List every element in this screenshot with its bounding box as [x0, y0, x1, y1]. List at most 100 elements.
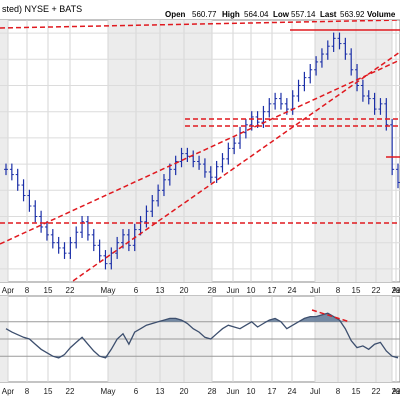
price-x-tick-label: 8 — [25, 286, 30, 295]
price-x-tick-label: 13 — [156, 286, 165, 295]
ohlc-bar — [4, 163, 8, 176]
ohlc-bar — [296, 79, 301, 102]
ohlc-bar — [68, 236, 73, 259]
ohlc-bar — [161, 174, 166, 197]
ohlc-bar — [314, 56, 319, 76]
low-value: 557.14 — [291, 10, 316, 19]
ohlc-bar — [121, 229, 126, 249]
ohlc-bar — [150, 195, 155, 218]
ohlc-bar — [378, 98, 383, 115]
price-month-band — [0, 20, 8, 282]
ohlc-bar — [366, 90, 371, 105]
ohlc-bar — [173, 155, 178, 176]
rsi-x-tick-label: 15 — [352, 387, 361, 396]
rsi-x-tick-label: 17 — [268, 387, 277, 396]
ohlc-bar — [214, 160, 219, 183]
ohlc-bar — [50, 229, 55, 249]
ohlc-bar — [85, 215, 90, 241]
rsi-x-tick-label: 8 — [25, 387, 30, 396]
ohlc-bar — [343, 37, 348, 60]
ohlc-bar — [115, 236, 120, 259]
ohlc-bar — [44, 221, 49, 241]
price-x-tick-label: 10 — [247, 286, 256, 295]
ohlc-bar — [103, 250, 108, 270]
rsi-x-tick-label: 22 — [372, 387, 381, 396]
price-x-tick-label: 29 — [392, 286, 400, 295]
source-text: sted) NYSE + BATS — [2, 4, 82, 14]
ohlc-bar — [226, 142, 231, 165]
ohlc-bar — [349, 48, 354, 76]
header-bg — [0, 0, 400, 20]
price-x-tick-label: 17 — [268, 286, 277, 295]
price-x-tick-label: Apr — [2, 286, 15, 295]
rsi-x-tick-label: 8 — [336, 387, 341, 396]
ohlc-bar — [302, 71, 307, 92]
ohlc-bar — [384, 98, 389, 131]
ohlc-bar — [278, 92, 283, 110]
ohlc-bar — [197, 155, 202, 170]
channel-top-line — [0, 20, 400, 29]
price-x-tick-label: 15 — [352, 286, 361, 295]
price-x-tick-label: 22 — [66, 286, 75, 295]
rsi-x-tick-label: 20 — [180, 387, 189, 396]
ohlc-bar — [325, 40, 330, 60]
last-value: 563.92 — [340, 10, 365, 19]
price-month-band — [315, 20, 392, 282]
price-x-tick-label: 24 — [288, 286, 297, 295]
rsi-overbought-fill — [6, 313, 398, 322]
rsi-x-tick-label: 29 — [392, 387, 400, 396]
ohlc-bar — [62, 242, 67, 259]
ohlc-bar — [91, 229, 96, 252]
high-value: 564.04 — [244, 10, 269, 19]
price-x-tick-label: 22 — [372, 286, 381, 295]
ohlc-bar — [220, 153, 225, 173]
open-label: Open — [165, 10, 186, 19]
ohlc-bar — [273, 92, 278, 110]
rsi-x-tick-label: 15 — [44, 387, 53, 396]
ohlc-bar — [80, 215, 85, 238]
ohlc-bar — [267, 98, 272, 118]
open-value: 560.77 — [192, 10, 217, 19]
ohlc-bar — [390, 119, 395, 176]
ohlc-bar — [126, 229, 131, 252]
ohlc-bar — [74, 226, 79, 249]
rsi-x-tick-label: May — [100, 387, 115, 396]
high-label: High — [222, 10, 240, 19]
volume-label: Volume — [367, 10, 396, 19]
ohlc-bar — [355, 64, 360, 92]
ohlc-bar — [21, 179, 26, 202]
price-x-tick-label: 8 — [336, 286, 341, 295]
ohlc-bar — [156, 184, 161, 207]
rsi-x-tick-label: 22 — [66, 387, 75, 396]
channel-lower-line — [70, 51, 400, 282]
channel-upper-line — [0, 59, 400, 245]
rsi-x-tick-label: 6 — [134, 387, 139, 396]
rsi-line — [5, 312, 399, 359]
price-x-tick-label: 15 — [44, 286, 53, 295]
price-x-tick-label: Jul — [310, 286, 320, 295]
rsi-divergence-line — [311, 309, 351, 323]
ohlc-bar — [372, 92, 377, 115]
ohlc-bar — [337, 32, 342, 50]
rsi-x-tick-label: Jun — [227, 387, 240, 396]
rsi-x-tick-label: Aug — [392, 387, 400, 396]
ohlc-bar — [144, 205, 149, 228]
rsi-x-tick-label: 10 — [247, 387, 256, 396]
ohlc-bar — [249, 111, 254, 131]
ohlc-bar — [179, 147, 184, 168]
price-x-tick-label: Aug — [392, 286, 400, 295]
rsi-x-tick-label: 28 — [208, 387, 217, 396]
price-x-tick-label: Jun — [227, 286, 240, 295]
ohlc-bar — [15, 168, 20, 191]
ohlc-bar — [27, 189, 32, 212]
ohlc-bar — [138, 215, 143, 236]
ohlc-bar — [243, 119, 248, 139]
ohlc-bar — [308, 64, 313, 84]
ohlc-bar — [360, 79, 365, 102]
rsi-x-tick-label: 13 — [156, 387, 165, 396]
ohlc-bar — [208, 166, 213, 183]
rsi-x-tick-label: Jul — [310, 387, 320, 396]
ohlc-bar — [202, 158, 207, 178]
